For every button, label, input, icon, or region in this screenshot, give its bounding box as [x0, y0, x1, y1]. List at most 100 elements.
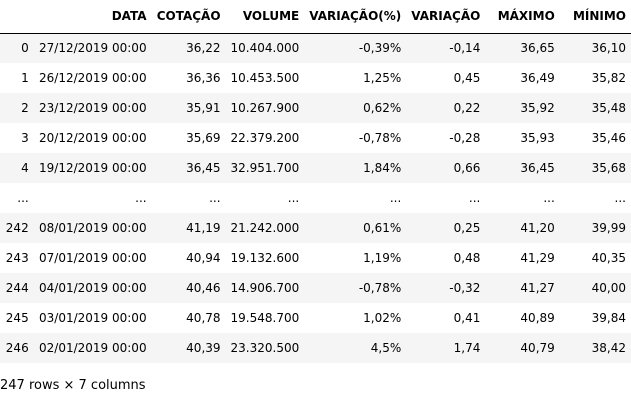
table-row: 244 04/01/2019 00:00 40,46 14.906.700 -0,78%… — [0, 273, 631, 303]
cell-volume: 22.379.200 — [230, 131, 300, 145]
cell-minimo: 35,82 — [591, 71, 626, 85]
table-row: 2 23/12/2019 00:00 35,91 10.267.900 0,62% 0,2… — [0, 93, 631, 123]
cell-data: 03/01/2019 00:00 — [39, 311, 147, 325]
cell-cotacao: 35,91 — [186, 101, 221, 115]
cell-variacao-pct: 1,25% — [363, 71, 402, 85]
row-index: 2 — [21, 101, 29, 115]
row-index: 0 — [21, 41, 29, 56]
cell-cotacao: 40,94 — [186, 251, 221, 265]
column-header-maximo: MÁXIMO — [497, 9, 555, 24]
cell-variacao: 0,41 — [453, 311, 481, 325]
cell-variacao-pct: -0,78% — [358, 131, 402, 145]
cell-cotacao: 41,19 — [186, 221, 221, 235]
table-row: 0 27/12/2019 00:00 36,22 10.404.000 -0,39% -0… — [0, 33, 631, 63]
table-row: 3 20/12/2019 00:00 35,69 22.379.200 -0,78% -0… — [0, 123, 631, 153]
cell-volume: 10.267.900 — [230, 101, 300, 115]
cell-cotacao: 36,36 — [186, 71, 221, 85]
cell-volume: 21.242.000 — [230, 221, 300, 235]
cell-variacao-pct: 4,5% — [370, 341, 402, 355]
cell-minimo: 40,00 — [591, 281, 626, 295]
cell-maximo: 36,65 — [520, 41, 555, 56]
cell-cotacao: 40,78 — [186, 311, 221, 325]
cell-variacao: 0,66 — [453, 161, 481, 175]
cell-data: 02/01/2019 00:00 — [39, 341, 147, 355]
column-header-cotacao: COTAÇÃO — [156, 9, 221, 24]
index-header — [0, 0, 34, 33]
table-row: 246 02/01/2019 00:00 40,39 23.320.500 4,5% 1,… — [0, 333, 631, 363]
cell-volume: 23.320.500 — [230, 341, 300, 355]
cell-cotacao: 40,46 — [186, 281, 221, 295]
cell-minimo: ... — [614, 191, 626, 205]
column-header-variacao-pct: VARIAÇÃO(%) — [309, 9, 402, 24]
row-index: ... — [17, 191, 29, 205]
row-index: 3 — [21, 131, 29, 145]
cell-variacao-pct: 0,62% — [363, 101, 402, 115]
row-index: 245 — [5, 311, 29, 325]
cell-volume: 10.453.500 — [230, 71, 300, 85]
row-index: 4 — [21, 161, 29, 175]
column-header-volume: VOLUME — [242, 9, 300, 24]
cell-variacao-pct: ... — [389, 191, 402, 205]
cell-variacao: 0,22 — [453, 101, 481, 115]
cell-variacao: 1,74 — [453, 341, 481, 355]
cell-volume: 19.548.700 — [230, 311, 300, 325]
cell-maximo: 41,27 — [520, 281, 555, 295]
cell-variacao-pct: 1,02% — [363, 311, 402, 325]
cell-data: 07/01/2019 00:00 — [39, 251, 147, 265]
cell-cotacao: 36,45 — [186, 161, 221, 175]
cell-volume: ... — [287, 191, 300, 205]
column-header-variacao: VARIAÇÃO — [411, 9, 481, 24]
cell-maximo: ... — [543, 191, 555, 205]
cell-cotacao: ... — [209, 191, 221, 205]
cell-variacao-pct: 1,19% — [363, 251, 402, 265]
cell-variacao-pct: 1,84% — [363, 161, 402, 175]
dataframe-table: DATA COTAÇÃO VOLUME VARIAÇÃO(%) VARIAÇÃO… — [0, 0, 631, 363]
column-header-minimo: MÍNIMO — [572, 9, 626, 24]
cell-maximo: 41,20 — [520, 221, 555, 235]
cell-variacao: -0,28 — [449, 131, 481, 145]
cell-minimo: 40,35 — [591, 251, 626, 265]
cell-data: 08/01/2019 00:00 — [39, 221, 147, 235]
table-row: 243 07/01/2019 00:00 40,94 19.132.600 1,19% 0… — [0, 243, 631, 273]
cell-maximo: 35,92 — [520, 101, 555, 115]
cell-data: 26/12/2019 00:00 — [39, 71, 147, 85]
cell-minimo: 35,46 — [591, 131, 626, 145]
cell-volume: 32.951.700 — [230, 161, 300, 175]
row-index: 242 — [5, 221, 29, 235]
cell-volume: 14.906.700 — [230, 281, 300, 295]
cell-variacao: 0,45 — [453, 71, 481, 85]
cell-maximo: 36,49 — [520, 71, 555, 85]
cell-data: 20/12/2019 00:00 — [39, 131, 147, 145]
cell-cotacao: 35,69 — [186, 131, 221, 145]
table-row: 245 03/01/2019 00:00 40,78 19.548.700 1,02% 0… — [0, 303, 631, 333]
cell-variacao-pct: -0,39% — [358, 41, 402, 56]
cell-maximo: 35,93 — [520, 131, 555, 145]
cell-variacao: -0,14 — [449, 41, 481, 56]
cell-cotacao: 36,22 — [186, 41, 221, 56]
cell-minimo: 35,48 — [591, 101, 626, 115]
cell-data: 23/12/2019 00:00 — [39, 101, 147, 115]
cell-minimo: 39,84 — [591, 311, 626, 325]
header-row: DATA COTAÇÃO VOLUME VARIAÇÃO(%) VARIAÇÃO… — [0, 0, 631, 33]
row-index: 244 — [5, 281, 29, 295]
table-row: 4 19/12/2019 00:00 36,45 32.951.700 1,84% 0,6… — [0, 153, 631, 183]
cell-variacao: ... — [468, 191, 481, 205]
cell-maximo: 41,29 — [520, 251, 555, 265]
cell-volume: 19.132.600 — [230, 251, 300, 265]
table-row: 242 08/01/2019 00:00 41,19 21.242.000 0,61% 0… — [0, 213, 631, 243]
column-header-data: DATA — [111, 9, 147, 24]
cell-cotacao: 40,39 — [186, 341, 221, 355]
cell-minimo: 39,99 — [591, 221, 626, 235]
cell-variacao-pct: 0,61% — [363, 221, 402, 235]
cell-data: 19/12/2019 00:00 — [39, 161, 147, 175]
cell-data: ... — [135, 191, 147, 205]
cell-minimo: 35,68 — [591, 161, 626, 175]
cell-variacao: -0,32 — [449, 281, 481, 295]
cell-data: 04/01/2019 00:00 — [39, 281, 147, 295]
cell-maximo: 40,79 — [520, 341, 555, 355]
cell-maximo: 40,89 — [520, 311, 555, 325]
cell-variacao: 0,48 — [453, 251, 481, 265]
cell-volume: 10.404.000 — [230, 41, 300, 56]
row-index: 1 — [21, 71, 29, 85]
